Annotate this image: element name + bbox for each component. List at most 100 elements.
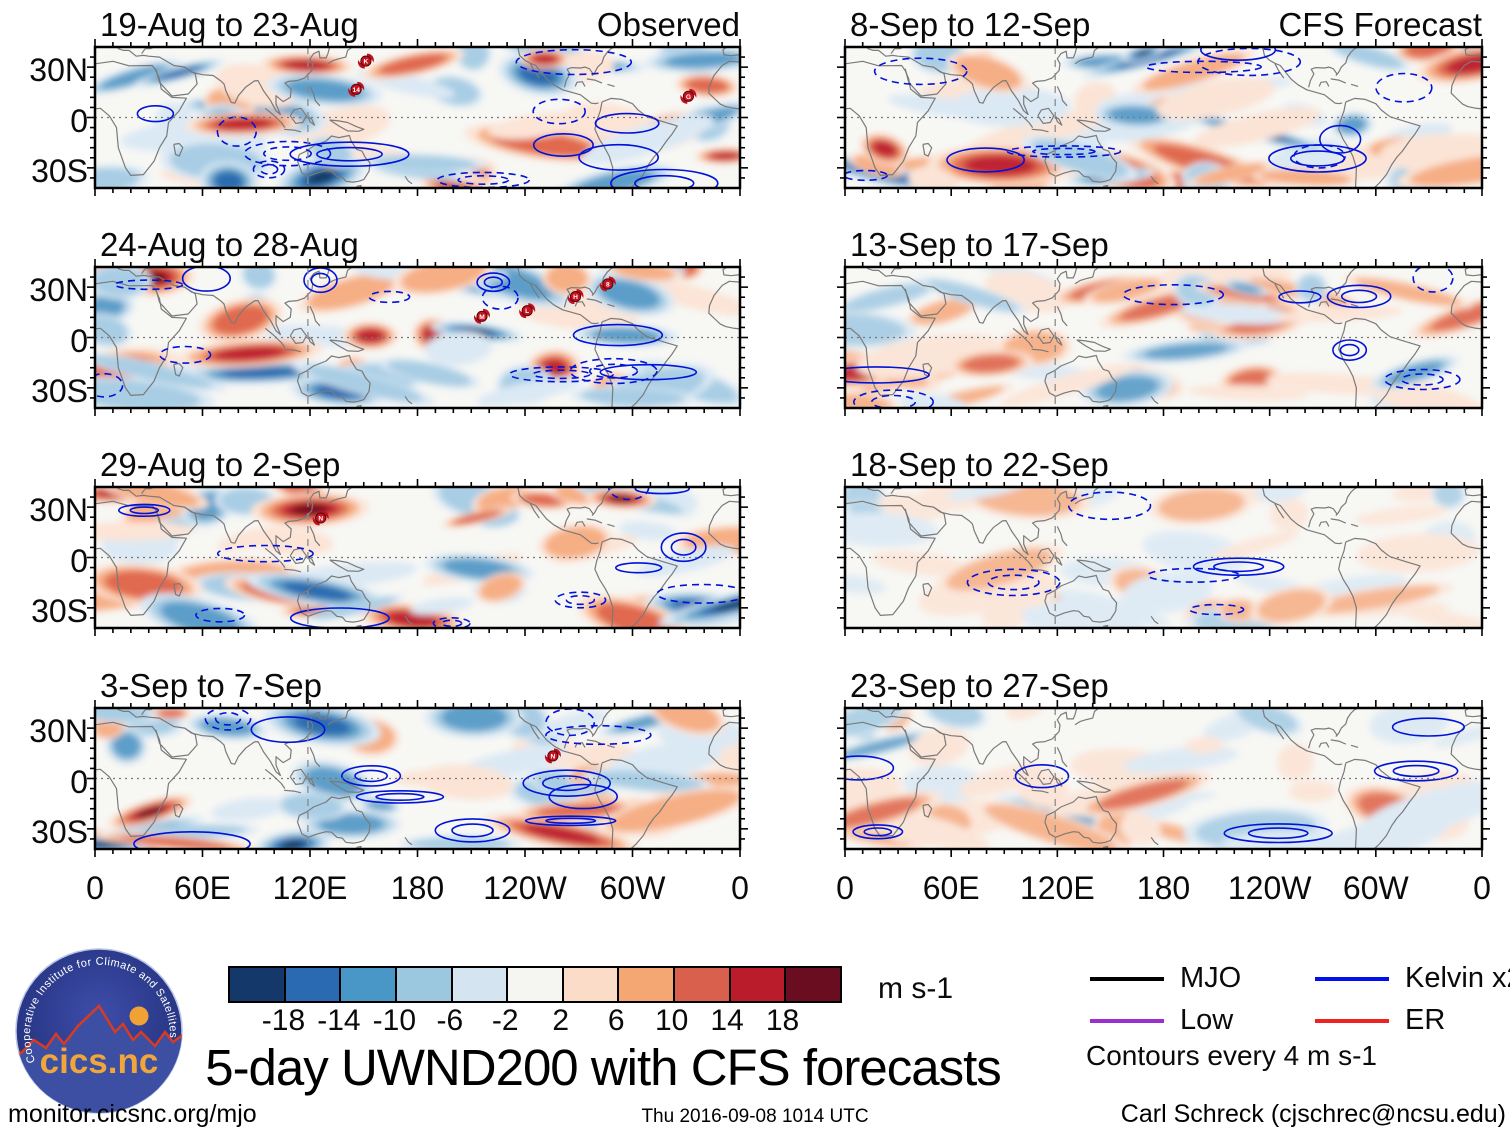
colorbar-cell <box>452 968 509 1001</box>
cicsnc-logo: Cooperative Institute for Climate and Sa… <box>12 946 186 1118</box>
colorbar-cell <box>675 968 731 1001</box>
colorbar-cell <box>508 968 564 1001</box>
legend-label: Kelvin x2 <box>1405 962 1510 994</box>
legend-label: Low <box>1180 1004 1234 1036</box>
map-canvas: N <box>87 700 748 857</box>
x-axis-tick-label: 0 <box>836 870 854 906</box>
legend-label: ER <box>1405 1004 1446 1036</box>
map-canvas <box>837 479 1490 636</box>
svg-text:K: K <box>364 59 369 66</box>
cicsnc-logo-graphic: Cooperative Institute for Climate and Sa… <box>15 948 183 1114</box>
map-panel <box>836 38 1491 202</box>
x-axis-tick-label: 180 <box>1136 870 1191 906</box>
map-canvas <box>837 39 1490 196</box>
panel-title: 24-Aug to 28-Aug <box>100 226 359 263</box>
x-axis-tick-label: 0 <box>86 870 104 906</box>
x-axis-tick-label: 60W <box>1342 870 1409 906</box>
panel-title: 3-Sep to 7-Sep <box>100 667 322 704</box>
colorbar-unit-label: m s-1 <box>878 972 953 1005</box>
panel-title: 19-Aug to 23-Aug <box>100 6 359 43</box>
legend-line-sample <box>1315 977 1389 981</box>
panel-title: 29-Aug to 2-Sep <box>100 446 341 483</box>
y-axis-tick-label: 30S <box>31 152 88 189</box>
y-axis-tick-label: 30S <box>31 592 88 629</box>
x-axis-tick-label: 0 <box>1473 870 1491 906</box>
map-panel: K 14 G <box>86 38 749 202</box>
y-axis-tick-label: 30N <box>29 52 88 89</box>
column-label: Observed <box>596 6 740 43</box>
colorbar-cell <box>786 968 841 1001</box>
y-axis-tick-label: 0 <box>70 102 88 139</box>
colorbar-tick-label: 10 <box>654 1004 689 1037</box>
x-axis-tick-label: 120W <box>483 870 567 906</box>
footer-author-contact[interactable]: Carl Schreck (cjschrec@ncsu.edu) <box>1120 1100 1506 1128</box>
svg-text:N: N <box>318 516 323 523</box>
y-axis-tick-label: 0 <box>70 542 88 579</box>
y-axis-tick-label: 30N <box>29 272 88 309</box>
y-axis-tick-label: 30N <box>29 492 88 529</box>
x-axis-tick-label: 180 <box>390 870 445 906</box>
legend-line-sample <box>1090 1019 1164 1023</box>
map-canvas: N <box>87 479 748 636</box>
map-canvas <box>837 700 1490 857</box>
x-axis-tick-label: 60E <box>922 870 980 906</box>
x-axis-tick-label: 120W <box>1227 870 1312 906</box>
colorbar-cell <box>285 968 342 1001</box>
legend-line-sample <box>1090 977 1164 981</box>
contour-interval-note: Contours every 4 m s-1 <box>1086 1040 1377 1071</box>
x-axis-tick-label: 60E <box>174 870 231 906</box>
colorbar-tick-label: -2 <box>491 1004 519 1037</box>
colorbar-tick-label: -10 <box>372 1004 417 1037</box>
map-canvas <box>837 259 1490 416</box>
panel-title: 18-Sep to 22-Sep <box>850 446 1109 483</box>
map-panel: N <box>86 478 749 642</box>
legend-label: MJO <box>1180 962 1242 994</box>
colorbar <box>228 966 842 1003</box>
x-axis-tick-label: 60W <box>599 870 666 906</box>
y-axis-tick-label: 30S <box>31 813 88 850</box>
colorbar-tick-label: -18 <box>261 1004 306 1037</box>
colorbar-tick-label: 18 <box>765 1004 800 1037</box>
colorbar-tick-label: -6 <box>436 1004 464 1037</box>
colorbar-cell <box>396 968 453 1001</box>
y-axis-tick-label: 30S <box>31 372 88 409</box>
svg-text:G: G <box>686 94 691 101</box>
colorbar-cell <box>341 968 397 1001</box>
svg-text:cics.nc: cics.nc <box>40 1042 159 1081</box>
x-axis-tick-label: 0 <box>731 870 749 906</box>
colorbar-tick-label: 6 <box>607 1004 625 1037</box>
svg-text:8: 8 <box>606 281 610 288</box>
map-canvas: M L H 8 <box>87 259 748 416</box>
map-panel <box>836 258 1491 422</box>
colorbar-tick-label: -14 <box>317 1004 361 1037</box>
footer-url-link[interactable]: monitor.cicsnc.org/mjo <box>8 1100 257 1128</box>
legend-line-sample <box>1315 1019 1389 1023</box>
colorbar-cell <box>563 968 620 1001</box>
y-axis-tick-label: 30N <box>29 713 88 750</box>
colorbar-cell <box>730 968 787 1001</box>
colorbar-cell <box>230 968 286 1001</box>
figure-title: 5-day UWND200 with CFS forecasts <box>205 1039 1002 1096</box>
svg-text:14: 14 <box>353 87 361 94</box>
x-axis-tick-label: 120E <box>1019 870 1095 906</box>
colorbar-tick-label: 2 <box>552 1004 570 1037</box>
footer-timestamp: Thu 2016-09-08 1014 UTC <box>641 1106 869 1127</box>
y-axis-tick-label: 0 <box>70 322 88 359</box>
map-canvas: K 14 G <box>87 39 748 196</box>
panel-title: 13-Sep to 17-Sep <box>850 226 1109 263</box>
map-panel: M L H 8 <box>86 258 749 422</box>
svg-text:H: H <box>573 294 578 301</box>
map-panel: N <box>86 699 749 863</box>
y-axis-tick-label: 0 <box>70 763 88 800</box>
svg-text:L: L <box>525 308 529 315</box>
colorbar-cell <box>619 968 676 1001</box>
svg-text:N: N <box>551 753 556 760</box>
colorbar-tick-label: 14 <box>710 1004 744 1037</box>
panel-title: 8-Sep to 12-Sep <box>850 6 1091 43</box>
map-panel <box>836 478 1491 642</box>
x-axis-tick-label: 120E <box>272 870 348 906</box>
panel-title: 23-Sep to 27-Sep <box>850 667 1109 704</box>
map-panel <box>836 699 1491 863</box>
svg-text:M: M <box>479 314 485 321</box>
